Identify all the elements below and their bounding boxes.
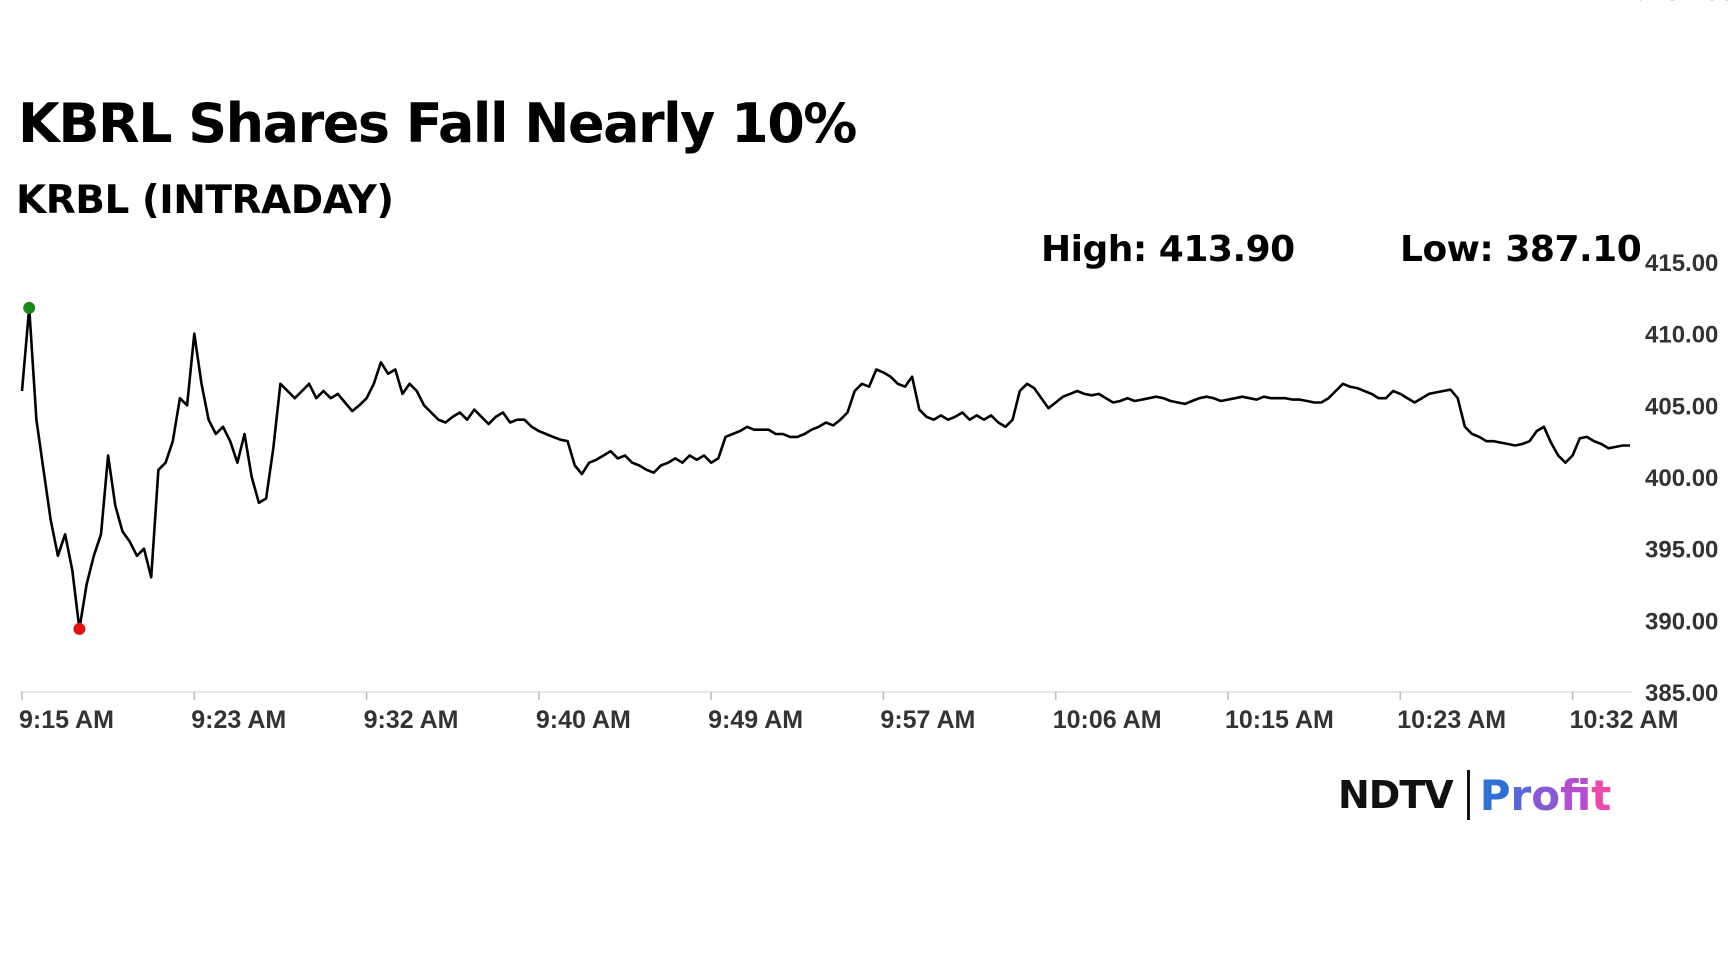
y-tick-label: 390.00	[1645, 608, 1718, 635]
low-stat: Low: 387.10	[1400, 229, 1642, 270]
y-tick-label: 400.00	[1645, 465, 1718, 492]
x-tick-label: 9:15 AM	[19, 706, 114, 734]
ndtv-profit-logo: NDTV Profit	[1338, 770, 1611, 824]
logo-profit-text: Profit	[1480, 771, 1612, 820]
x-tick-label: 10:23 AM	[1397, 706, 1506, 734]
high-stat: High: 413.90	[1041, 229, 1295, 270]
chart-subtitle: KRBL (INTRADAY)	[16, 178, 394, 223]
x-tick-label: 10:15 AM	[1225, 706, 1334, 734]
last-price-label: 402.20	[1666, 0, 1728, 5]
logo-profit-letter: o	[1531, 770, 1561, 820]
price-series-line	[20, 306, 1630, 631]
low-point-marker	[73, 622, 86, 635]
x-tick-label: 9:49 AM	[708, 706, 803, 734]
logo-profit-letter: r	[1510, 770, 1532, 820]
y-tick-label: 405.00	[1645, 393, 1718, 420]
logo-ndtv-text: NDTV	[1338, 773, 1454, 817]
y-tick-label: 385.00	[1645, 680, 1718, 707]
x-tick-label: 9:40 AM	[536, 706, 631, 734]
y-tick-label: 395.00	[1645, 537, 1718, 564]
x-tick-label: 10:06 AM	[1053, 706, 1162, 734]
logo-divider	[1466, 770, 1470, 820]
y-tick-label: 410.00	[1645, 322, 1718, 349]
logo-profit-letter: t	[1591, 770, 1612, 820]
high-point-marker	[23, 301, 36, 314]
page-title: KBRL Shares Fall Nearly 10%	[18, 92, 857, 155]
x-tick-label: 9:32 AM	[364, 706, 459, 734]
logo-profit-letter: f	[1560, 770, 1592, 820]
x-tick-label: 9:23 AM	[191, 706, 286, 734]
x-tick-label: 10:32 AM	[1570, 706, 1679, 734]
x-tick-label: 9:57 AM	[880, 706, 975, 734]
change-percent-label: ⬇ -9.43%	[1631, 0, 1728, 6]
y-tick-label: 415.00	[1645, 250, 1718, 277]
logo-profit-letter: P	[1479, 770, 1511, 820]
